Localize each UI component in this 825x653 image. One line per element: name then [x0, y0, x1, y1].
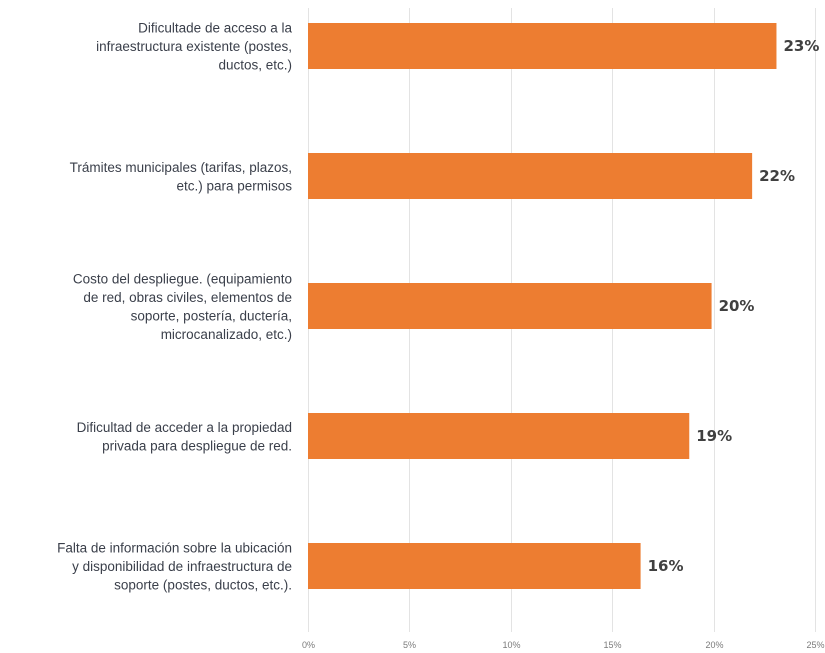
category-label: Dificultad de acceder a la propiedad priv… — [77, 420, 292, 454]
x-tick-label: 10% — [502, 640, 520, 650]
x-tick-label: 15% — [603, 640, 621, 650]
category-label-line: y disponibilidad de infraestructura de — [72, 559, 292, 574]
bar — [308, 23, 777, 69]
data-label: 16% — [648, 557, 684, 575]
data-label: 20% — [719, 297, 755, 315]
category-label-line: infraestructura existente (postes, — [96, 39, 292, 54]
category-label-line: ductos, etc.) — [218, 58, 292, 73]
x-tick-label: 5% — [403, 640, 416, 650]
bars — [308, 23, 777, 589]
data-label: 22% — [759, 167, 795, 185]
x-tick-label: 25% — [806, 640, 824, 650]
category-label: Trámites municipales (tarifas, plazos, et… — [70, 160, 293, 194]
category-label-line: Dificultad de acceder a la propiedad — [77, 420, 292, 435]
x-axis-tick-labels: 0% 5% 10% 15% 20% 25% — [302, 640, 825, 650]
category-label: Costo del despliegue. (equipamiento de re… — [73, 271, 292, 342]
bar — [308, 283, 712, 329]
bar — [308, 153, 753, 199]
category-label-line: Falta de información sobre la ubicación — [57, 541, 292, 556]
bar — [308, 413, 690, 459]
category-label-line: etc.) para permisos — [176, 178, 292, 193]
category-label: Dificultade de acceso a la infraestructur… — [96, 21, 292, 73]
category-label: Falta de información sobre la ubicación y… — [57, 541, 292, 593]
category-label-line: soporte (postes, ductos, etc.). — [114, 578, 292, 593]
category-label-line: Costo del despliegue. (equipamiento — [73, 271, 292, 286]
x-tick-label: 20% — [705, 640, 723, 650]
data-labels: 23% 22% 20% 19% 16% — [648, 37, 820, 575]
category-label-line: Dificultade de acceso a la — [138, 21, 292, 36]
x-tick-label: 0% — [302, 640, 315, 650]
category-label-line: Trámites municipales (tarifas, plazos, — [70, 160, 292, 175]
category-labels: Dificultade de acceso a la infraestructur… — [57, 21, 292, 593]
data-label: 23% — [783, 37, 819, 55]
bar — [308, 543, 641, 589]
category-label-line: de red, obras civiles, elementos de — [83, 290, 292, 305]
category-label-line: microcanalizado, etc.) — [161, 327, 292, 342]
data-label: 19% — [696, 427, 732, 445]
category-label-line: soporte, postería, ductería, — [131, 308, 292, 323]
category-label-line: privada para despliegue de red. — [102, 438, 292, 453]
